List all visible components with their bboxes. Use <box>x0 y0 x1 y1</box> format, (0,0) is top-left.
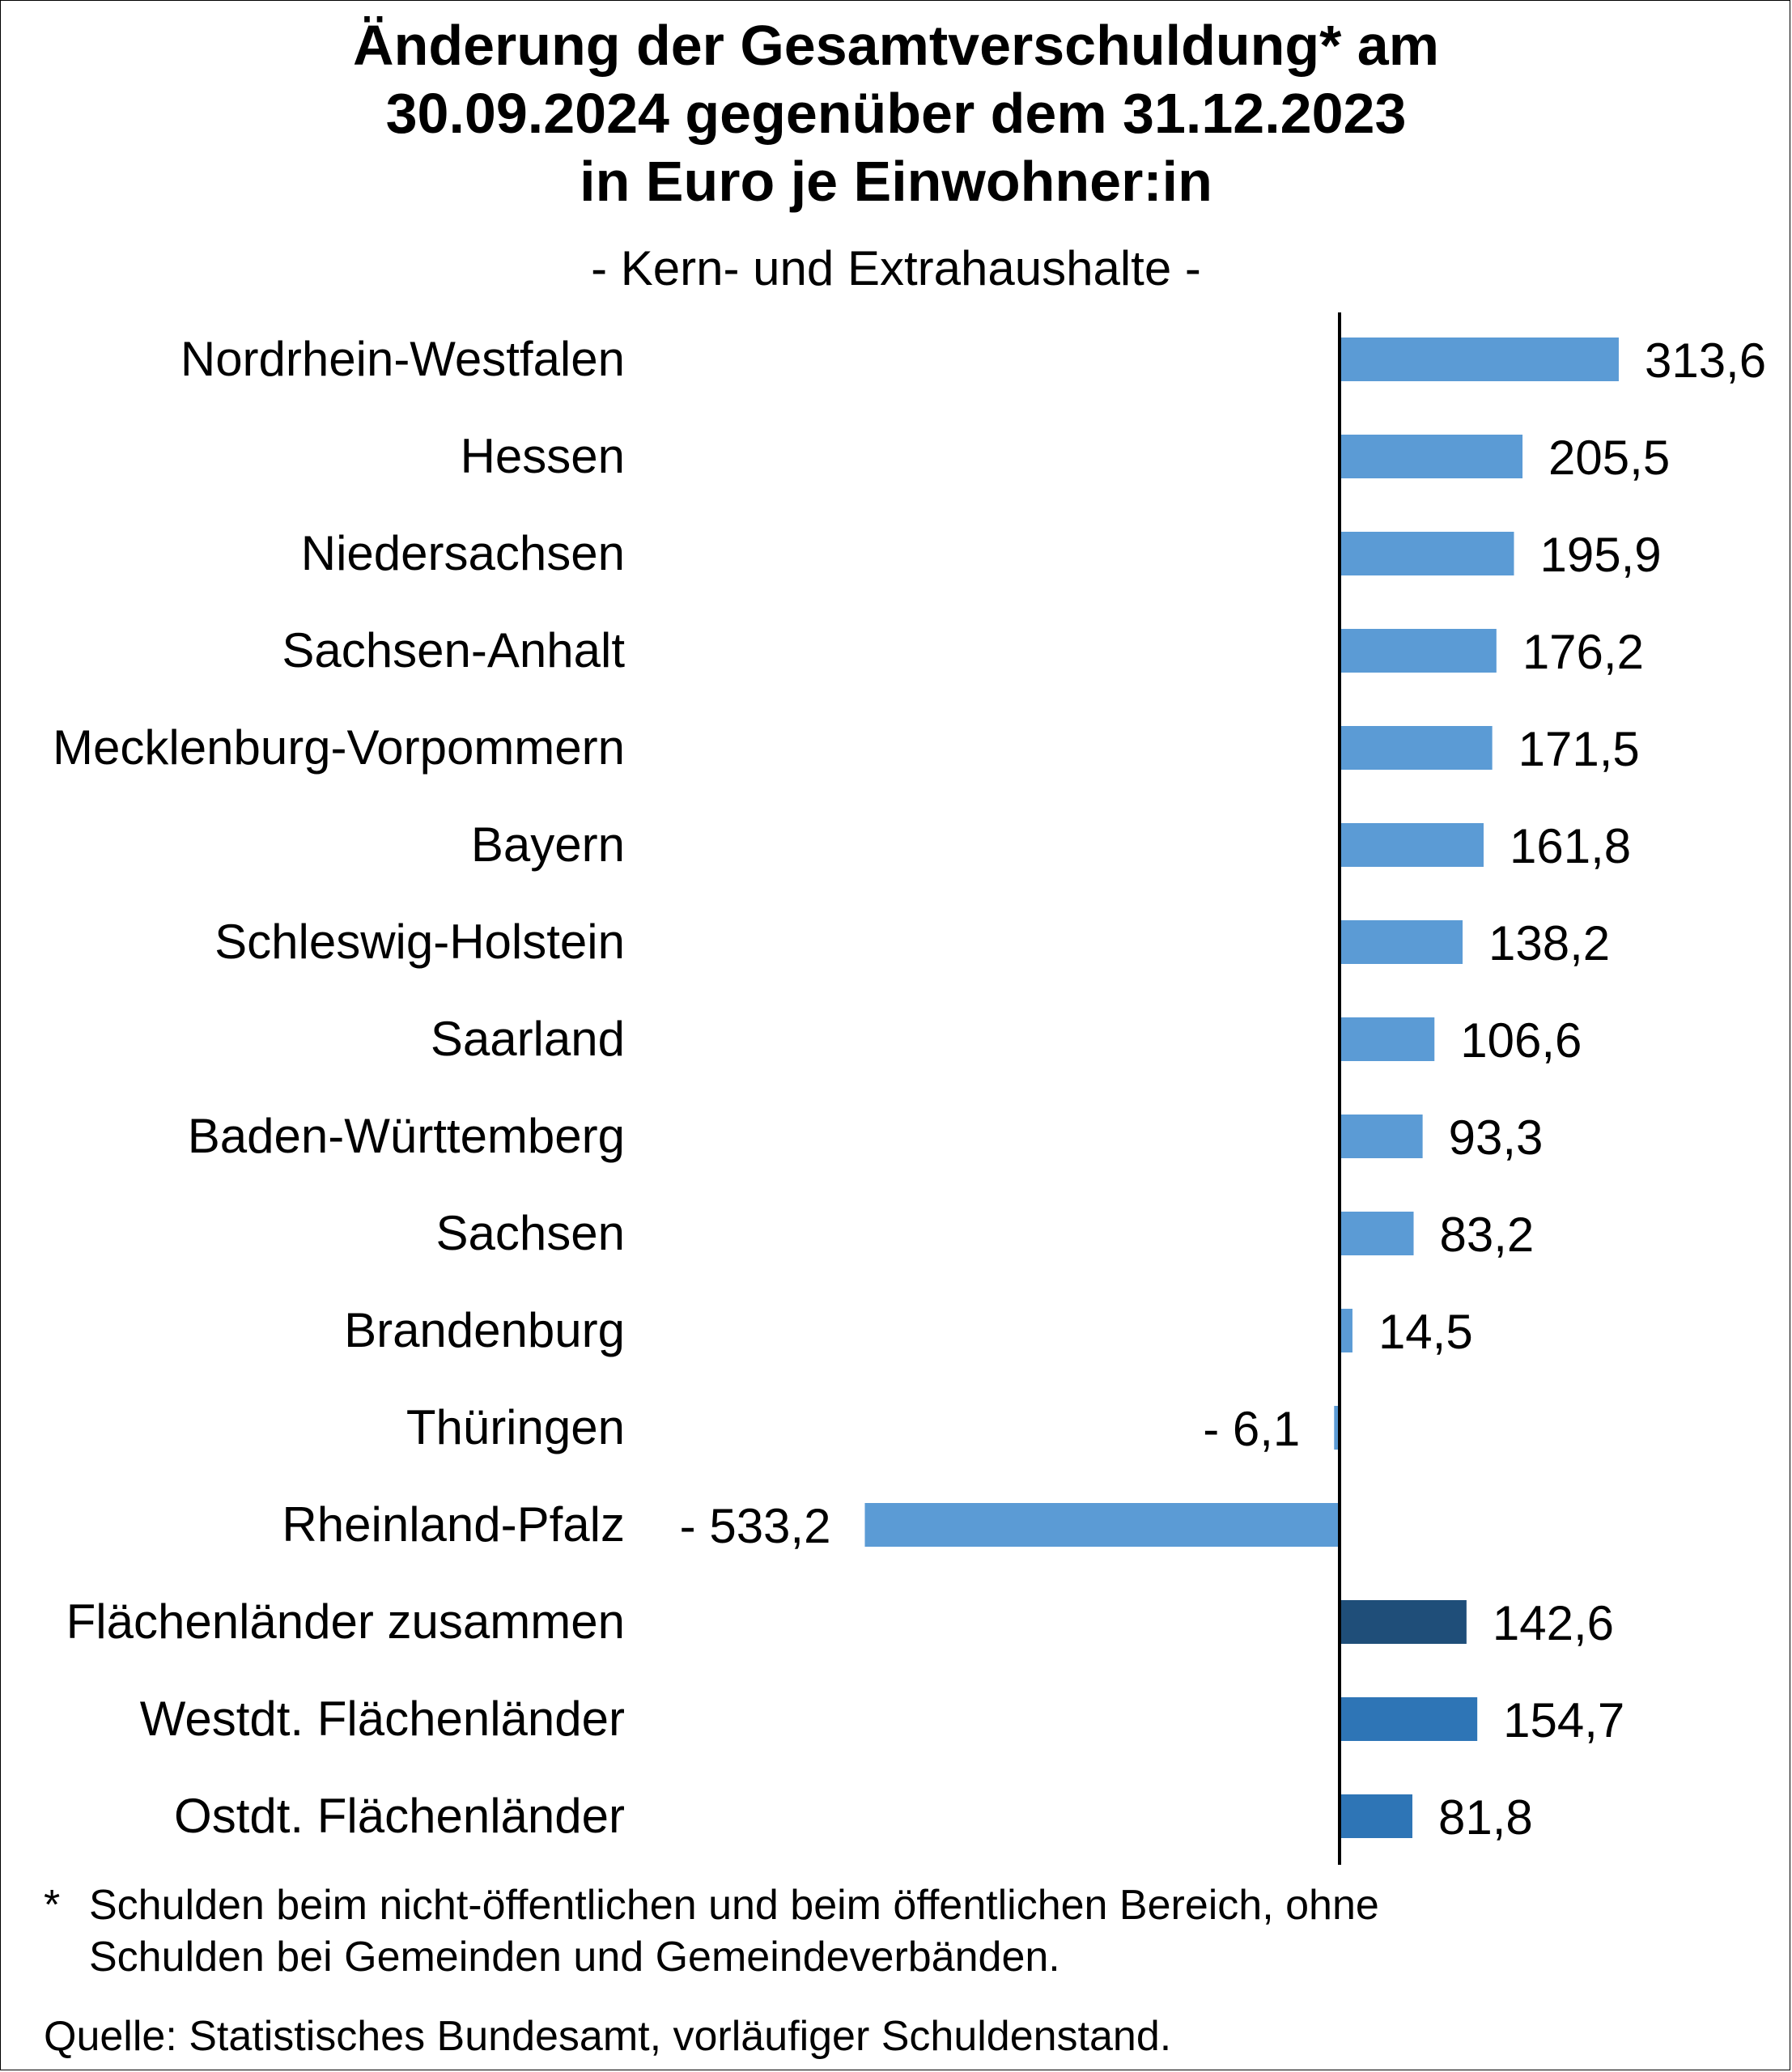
value-label-flachenlander-zusammen: 142,6 <box>1493 1596 1614 1650</box>
chart-title-line-1: Änderung der Gesamtverschuldung* am <box>353 14 1439 77</box>
value-label-sachsen-anhalt: 176,2 <box>1522 625 1644 679</box>
value-label-bayern: 161,8 <box>1510 819 1631 873</box>
category-label-schleswig-holstein: Schleswig-Holstein <box>214 915 625 969</box>
category-label-bayern: Bayern <box>471 817 625 872</box>
value-label-niedersachsen: 195,9 <box>1539 528 1661 582</box>
chart-title: Änderung der Gesamtverschuldung* am 30.0… <box>0 11 1792 215</box>
bar-brandenburg <box>1340 1309 1352 1352</box>
chart-title-line-3: in Euro je Einwohner:in <box>580 150 1212 213</box>
category-label-brandenburg: Brandenburg <box>344 1303 625 1357</box>
category-label-ostdt-flachenlander: Ostdt. Flächenländer <box>174 1789 625 1843</box>
category-label-sachsen-anhalt: Sachsen-Anhalt <box>282 623 625 677</box>
category-label-flachenlander-zusammen: Flächenländer zusammen <box>66 1594 625 1649</box>
category-label-mecklenburg-vorpommern: Mecklenburg-Vorpommern <box>53 720 625 775</box>
bar-sachsen <box>1340 1212 1414 1255</box>
bar-chart: Nordrhein-Westfalen 313,6 Hessen 205,5 Niede… <box>53 312 1766 1865</box>
bar-flachenlander-zusammen <box>1340 1600 1467 1644</box>
footnote-line-1: Schulden beim nicht-öffentlichen und bei… <box>89 1882 1379 1929</box>
category-label-saarland: Saarland <box>431 1012 625 1066</box>
bar-rheinland-pfalz <box>864 1503 1340 1547</box>
category-label-baden-wurttemberg: Baden-Württemberg <box>188 1109 625 1163</box>
category-label-nordrhein-westfalen: Nordrhein-Westfalen <box>180 332 625 386</box>
bar-baden-wurttemberg <box>1340 1115 1423 1158</box>
value-label-ostdt-flachenlander: 81,8 <box>1438 1790 1533 1845</box>
bar-sachsen-anhalt <box>1340 629 1497 673</box>
category-label-hessen: Hessen <box>461 429 625 483</box>
chart-subtitle: - Kern- und Extrahaushalte - <box>591 241 1201 295</box>
value-label-rheinland-pfalz: - 533,2 <box>680 1499 831 1553</box>
value-label-westdt-flachenlander: 154,7 <box>1503 1693 1624 1747</box>
category-label-sachsen: Sachsen <box>436 1206 626 1260</box>
value-label-mecklenburg-vorpommern: 171,5 <box>1518 722 1640 776</box>
bar-schleswig-holstein <box>1340 920 1463 964</box>
value-label-schleswig-holstein: 138,2 <box>1488 916 1610 970</box>
value-label-saarland: 106,6 <box>1460 1013 1582 1068</box>
value-label-hessen: 205,5 <box>1548 431 1670 485</box>
bar-westdt-flachenlander <box>1340 1697 1478 1741</box>
bar-bayern <box>1340 823 1484 867</box>
chart-title-line-2: 30.09.2024 gegenüber dem 31.12.2023 <box>385 82 1407 145</box>
value-label-thuringen: - 6,1 <box>1203 1402 1300 1456</box>
footnote-marker: * <box>44 1882 61 1929</box>
bar-nordrhein-westfalen <box>1340 338 1619 381</box>
value-label-baden-wurttemberg: 93,3 <box>1449 1110 1544 1165</box>
bar-saarland <box>1340 1017 1435 1061</box>
bar-mecklenburg-vorpommern <box>1340 726 1493 770</box>
value-label-nordrhein-westfalen: 313,6 <box>1645 333 1766 388</box>
bar-ostdt-flachenlander <box>1340 1794 1412 1838</box>
bar-thuringen <box>1334 1406 1340 1450</box>
category-label-thuringen: Thüringen <box>406 1400 625 1454</box>
category-label-westdt-flachenlander: Westdt. Flächenländer <box>140 1692 625 1746</box>
category-label-niedersachsen: Niedersachsen <box>301 526 625 580</box>
bar-niedersachsen <box>1340 532 1514 575</box>
value-label-sachsen: 83,2 <box>1440 1208 1535 1262</box>
category-label-rheinland-pfalz: Rheinland-Pfalz <box>282 1497 625 1552</box>
footnote-line-2: Schulden bei Gemeinden und Gemeindeverbä… <box>89 1934 1060 1981</box>
bar-hessen <box>1340 435 1523 478</box>
value-label-brandenburg: 14,5 <box>1378 1305 1473 1359</box>
source-note: Quelle: Statistisches Bundesamt, vorläuf… <box>44 2013 1172 2060</box>
